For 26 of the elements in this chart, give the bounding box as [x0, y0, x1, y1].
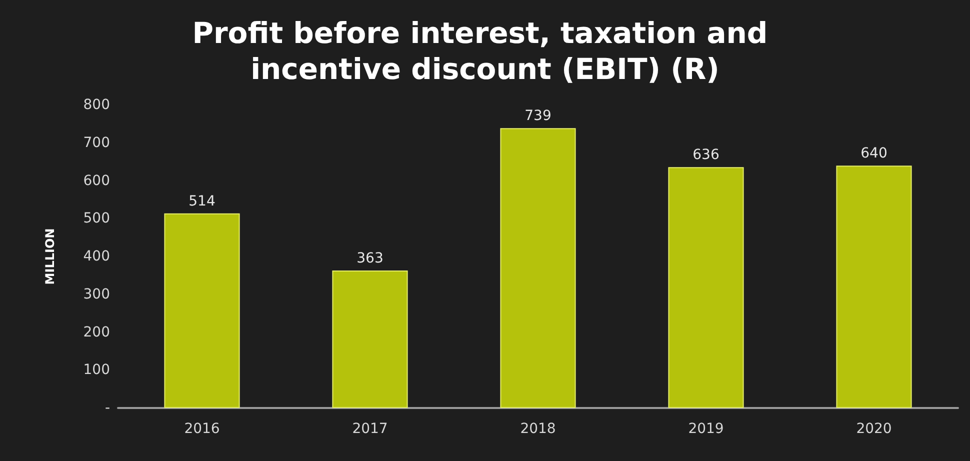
bar	[668, 167, 744, 408]
bar	[500, 128, 576, 408]
bar	[164, 213, 240, 408]
y-tick-label: 100	[83, 362, 110, 378]
chart-title: Profit before interest, taxation and incentive discount (EBIT) (R)	[192, 16, 778, 86]
data-label: 363	[356, 250, 384, 267]
y-tick-label: 400	[83, 248, 110, 264]
data-label: 739	[524, 108, 552, 124]
y-tick-label: -	[104, 400, 110, 416]
y-tick-label: 600	[83, 172, 110, 189]
y-tick-label: 300	[83, 286, 110, 302]
x-tick-label: 2017	[352, 421, 388, 437]
y-tick-label: 800	[83, 97, 110, 113]
data-label: 514	[188, 193, 216, 210]
x-tick-label: 2020	[856, 421, 892, 437]
y-tick-label: 700	[83, 134, 110, 151]
x-tick-label: 2018	[520, 421, 556, 437]
data-label: 636	[692, 147, 720, 164]
x-tick-label: 2019	[688, 421, 724, 437]
x-tick-label: 2016	[184, 421, 220, 437]
y-tick-label: 200	[83, 324, 110, 340]
bar	[332, 270, 408, 408]
y-tick-label: 500	[83, 210, 110, 227]
y-axis-title: MILLION	[43, 228, 57, 285]
data-label: 640	[860, 146, 888, 162]
bar	[836, 166, 912, 408]
